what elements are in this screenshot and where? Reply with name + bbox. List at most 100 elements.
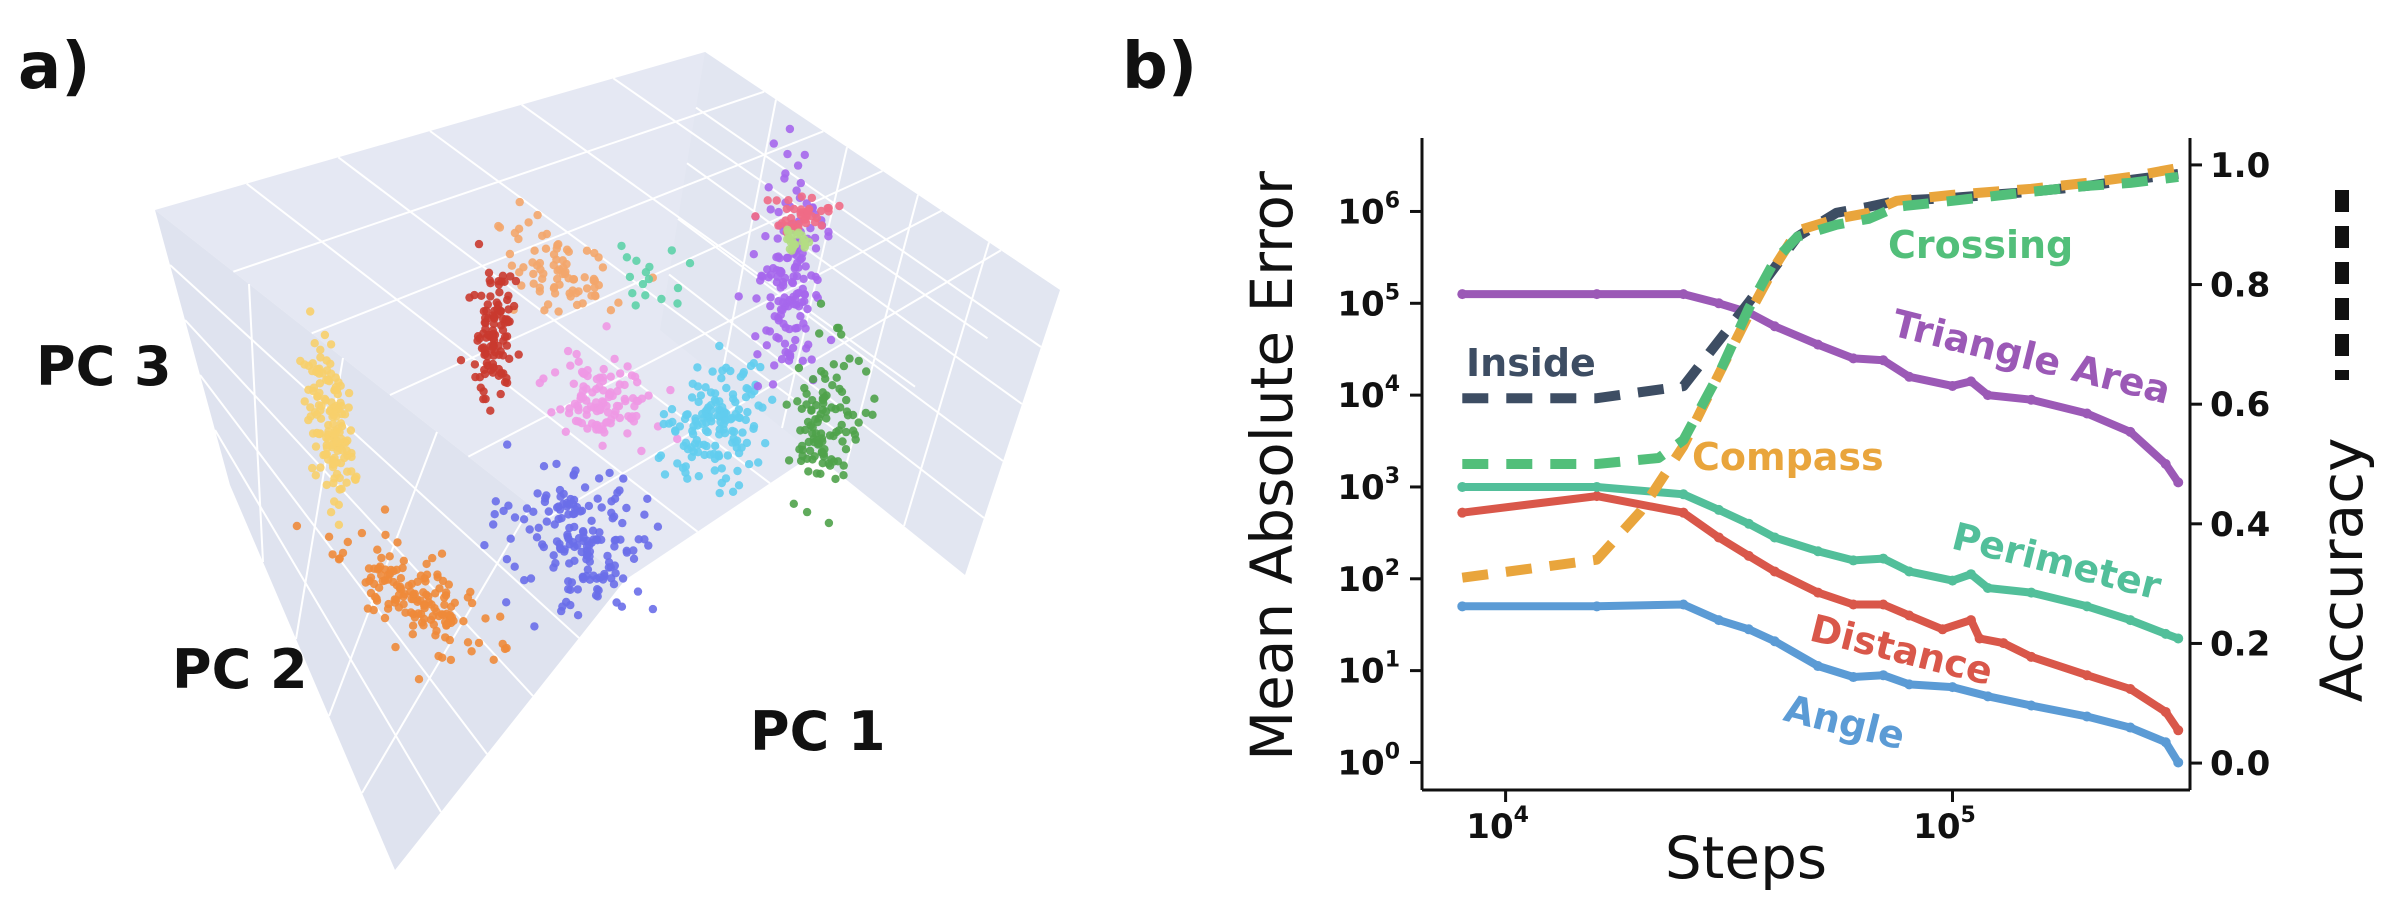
y-tick-label: 106 — [1337, 188, 1400, 232]
pca-point-cyan — [711, 441, 720, 450]
pca-point-red — [484, 268, 494, 277]
pca-point-coral — [810, 218, 820, 227]
pca-point-orange — [428, 553, 437, 563]
pca-point-purple — [810, 233, 820, 243]
pca-point-purple — [762, 326, 771, 335]
pca-point-blue — [491, 497, 500, 506]
pca-point-purple — [770, 361, 779, 370]
pca-point-pink — [550, 368, 560, 377]
pca-point-lime — [788, 243, 798, 252]
pca-point-cyan — [699, 440, 709, 449]
pca-point-green — [807, 405, 816, 414]
series-point-triangle-area — [1965, 376, 1976, 387]
pca-point-orange — [410, 589, 419, 598]
pca-point-orange — [380, 505, 390, 514]
pca-point-coral — [797, 192, 806, 201]
pca-point-purple — [773, 234, 782, 243]
pca-point-light-orange — [535, 287, 544, 296]
pca-point-orange — [386, 565, 396, 575]
pca-gridline — [781, 146, 848, 429]
pca-point-cyan — [729, 394, 738, 403]
pca-point-orange — [420, 601, 429, 610]
pca-point-light-orange — [564, 247, 573, 256]
pca-point-orange — [438, 576, 448, 586]
pca-point-green — [824, 518, 834, 528]
pca-point-cyan — [723, 451, 732, 460]
series-point-distance — [2173, 725, 2184, 736]
pca-point-blue — [580, 483, 590, 492]
pca-point-red — [477, 291, 486, 300]
pca-point-coral — [789, 204, 799, 214]
pca-point-blue — [648, 604, 658, 614]
pca-point-yellow — [326, 369, 336, 378]
pca-point-cyan — [696, 391, 706, 400]
pca-point-light-orange — [514, 224, 524, 233]
pca-point-pink — [566, 361, 575, 370]
pca-point-green — [804, 437, 813, 447]
y2-tick-label: 0.6 — [2210, 385, 2270, 425]
pca-point-orange — [440, 593, 449, 602]
pca-point-light-orange — [529, 269, 538, 279]
pca-gridline — [903, 242, 990, 527]
pca-point-coral — [782, 204, 791, 214]
pca-point-purple — [783, 149, 792, 159]
pca-point-blue — [540, 497, 550, 507]
pca-point-orange — [408, 621, 418, 630]
pca-point-yellow — [330, 497, 339, 506]
series-point-angle — [2160, 737, 2171, 748]
pca-point-red — [496, 389, 505, 399]
pca-point-blue — [570, 542, 579, 552]
pca-point-cyan — [717, 464, 726, 473]
series-point-distance — [1998, 638, 2009, 649]
pca-point-light-orange — [559, 263, 568, 272]
pca-point-yellow — [312, 428, 322, 438]
pca-point-pink — [637, 394, 647, 403]
pca-point-blue — [504, 501, 513, 510]
pca-point-purple — [791, 335, 800, 345]
pca-point-orange — [481, 614, 490, 623]
pca-point-light-orange — [507, 261, 517, 270]
pca-point-green — [839, 471, 848, 480]
pca-point-purple — [779, 281, 788, 290]
pca-point-pink — [598, 441, 607, 450]
series-point-distance — [2082, 670, 2093, 681]
pca-point-coral — [772, 196, 781, 205]
pca-point-blue — [629, 554, 639, 563]
pca-point-green — [808, 396, 817, 405]
pca-side-wall — [155, 210, 625, 870]
pca-point-teal — [625, 272, 635, 282]
pca-point-cyan — [744, 460, 754, 469]
pca-point-cyan — [659, 410, 669, 419]
pca-point-red — [498, 351, 508, 360]
series-point-distance — [1591, 491, 1602, 502]
pca-point-yellow — [326, 340, 336, 349]
pca-point-blue — [554, 514, 563, 524]
series-point-distance — [1974, 633, 1985, 644]
pca-point-green — [829, 457, 839, 466]
pca-point-red — [509, 301, 519, 311]
series-point-angle — [2173, 757, 2184, 768]
pca-point-green — [837, 420, 846, 430]
pca-points — [292, 124, 879, 684]
series-point-angle — [2082, 711, 2093, 722]
pca-point-green — [829, 360, 838, 369]
pca-point-pink — [644, 391, 653, 400]
series-point-triangle-area — [1591, 289, 1602, 300]
pca-point-red — [470, 290, 479, 300]
pca-point-green — [825, 431, 835, 440]
pca-point-cyan — [728, 413, 737, 423]
pca-point-coral — [817, 221, 826, 230]
pca-point-green — [832, 373, 841, 382]
pca-gridline — [361, 505, 532, 794]
pca-point-cyan — [738, 428, 747, 437]
pca-point-light-orange — [554, 307, 563, 316]
pca-point-green — [831, 474, 840, 484]
pca-point-light-orange — [494, 221, 503, 231]
series-point-triangle-area — [1769, 321, 1780, 332]
pca-point-light-orange — [519, 263, 528, 272]
pca-point-coral — [751, 212, 760, 221]
pca-point-blue — [567, 578, 577, 587]
pca-point-light-orange — [549, 250, 559, 259]
series-point-angle — [1457, 601, 1468, 612]
pca-point-orange — [447, 613, 457, 622]
